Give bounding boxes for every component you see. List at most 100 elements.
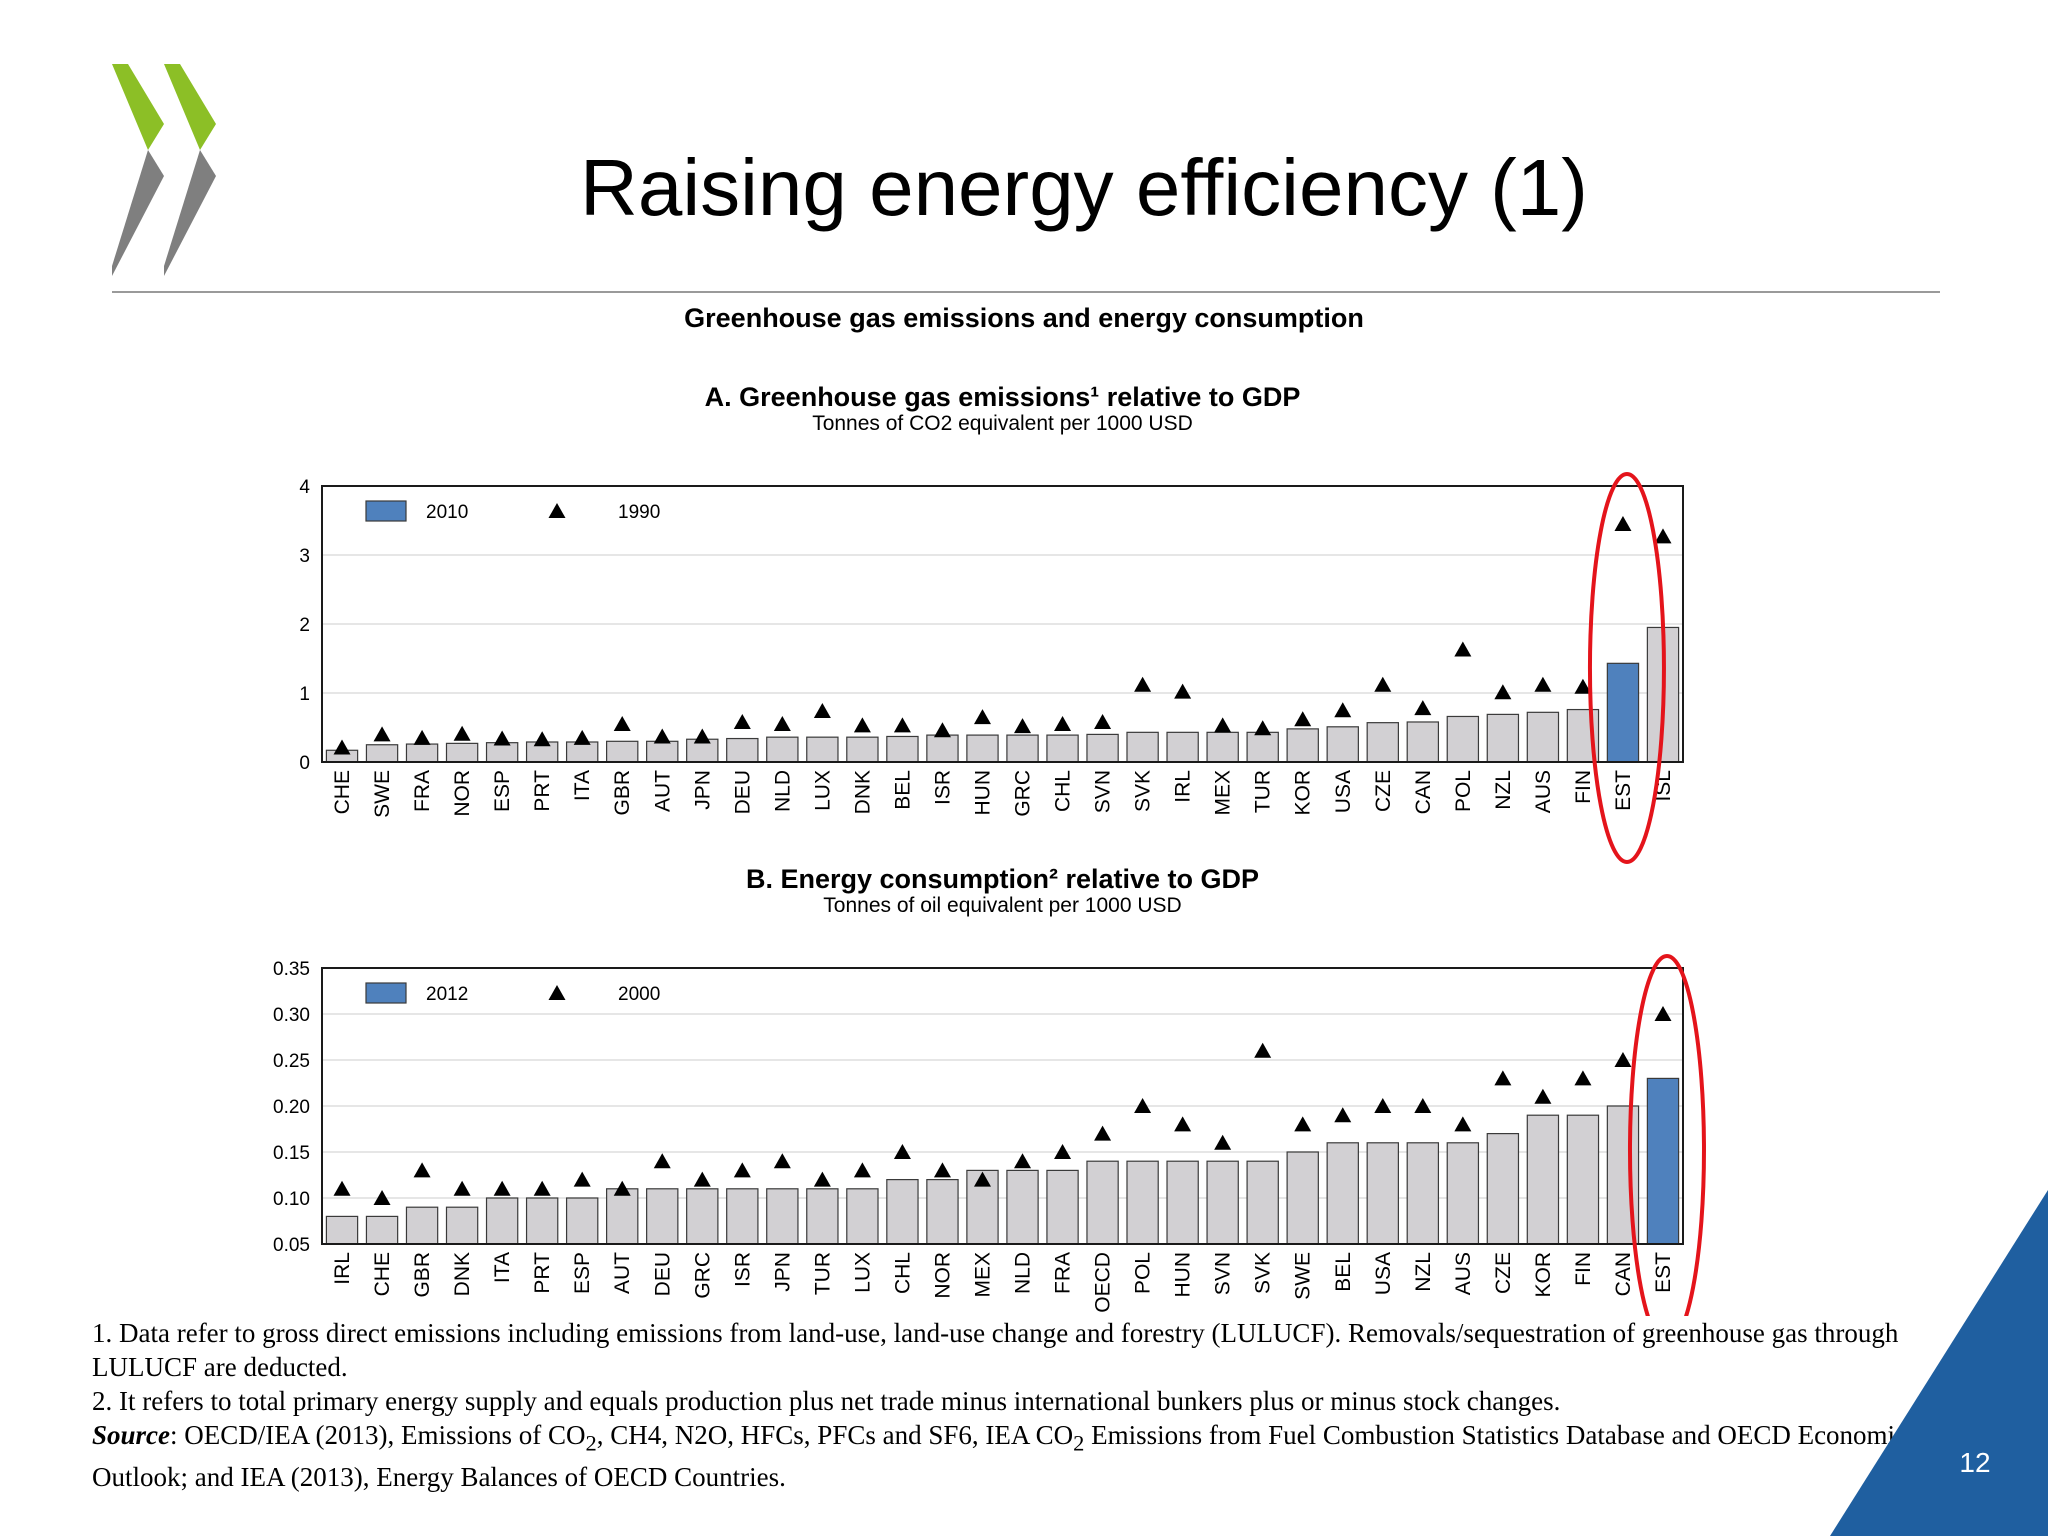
chart-b-marker-deu [653, 1153, 671, 1169]
chart-b-marker-irl [333, 1180, 351, 1196]
chart-b-marker-hun [1174, 1116, 1192, 1132]
chart-b-marker-ita [493, 1180, 511, 1196]
chart-a-xtick-label: ITA [571, 770, 594, 801]
chart-a-bar-svk [1126, 731, 1159, 763]
chart-a-marker-kor [1294, 711, 1312, 727]
chart-a-marker-can [1414, 700, 1432, 716]
chart-a-bar-nor [445, 742, 479, 763]
chart-b-marker-aut [613, 1180, 631, 1196]
chart-b-marker-fra [1054, 1144, 1072, 1159]
chart-b-bar-svk [1246, 1160, 1279, 1245]
chart-a-marker-irl [1174, 683, 1192, 699]
chart-b-bar-mex [966, 1169, 999, 1245]
chart-a-xtick-label: DEU [731, 770, 754, 814]
chart-b-ytick-label: 0.30 [273, 1005, 310, 1026]
chart-a-marker-grc [1014, 718, 1032, 734]
chart-b-xtick-label: NOR [931, 1252, 954, 1299]
chart-a-xtick-label: CZE [1372, 770, 1395, 812]
chart-b-highlight-ellipse-est [1627, 954, 1706, 1316]
source-text-1: : OECD/IEA (2013), Emissions of CO [170, 1420, 586, 1450]
chart-a-marker-chl [1054, 716, 1072, 732]
source-subscript-1: 2 [585, 1430, 597, 1456]
chart-a-xtick-label: SWE [371, 770, 394, 818]
chart-b-xtick-label: GBR [411, 1252, 434, 1298]
chart-a-xtick-label: ESP [491, 770, 514, 812]
title-divider [112, 291, 1940, 293]
chart-b-frame [321, 967, 1684, 1245]
chart-b-xtick-label: CZE [1492, 1252, 1515, 1294]
chart-a-marker-prt [533, 731, 551, 747]
chart-b-ytick-label: 0.25 [273, 1051, 310, 1072]
chart-b-legend-marker [548, 985, 566, 1000]
chart-b-ytick-label: 0.05 [273, 1235, 310, 1256]
chart-a-marker-est [1614, 515, 1632, 531]
chart-b-xtick-label: ITA [491, 1252, 514, 1283]
chart-b-bar-lux [846, 1188, 879, 1245]
chart-a-marker-lux [813, 702, 831, 718]
chart-a-marker-hun [973, 709, 991, 725]
chart-b-xtick-label: KOR [1532, 1252, 1555, 1298]
chart-a-bar-can [1406, 721, 1440, 763]
chart-a-bar-nld [766, 736, 799, 763]
footnote-1: 1. Data refer to gross direct emissions … [92, 1318, 1899, 1382]
chart-a-bar-kor [1286, 728, 1319, 763]
chart-b-bar-fin [1566, 1114, 1600, 1245]
chart-a-xtick-label: LUX [811, 770, 834, 811]
chart-a-xtick-label: CHE [331, 770, 354, 814]
chart-a-marker-jpn [693, 728, 711, 744]
chart-a-marker-gbr [613, 716, 631, 732]
chart-b-xtick-label: AUS [1452, 1252, 1475, 1295]
chart-b-bar-aus [1446, 1142, 1480, 1245]
chart-b-xtick-label: SVK [1252, 1252, 1275, 1294]
chart-a-xtick-label: CHL [1052, 770, 1075, 812]
corner-decoration [1830, 1190, 2048, 1536]
chart-b-legend-label-marker: 2000 [618, 984, 660, 1005]
chart-a-bar-cze [1366, 722, 1399, 763]
chart-b-marker-nld [1014, 1153, 1032, 1169]
chart-a-bar-usa [1326, 726, 1359, 763]
chart-b-bar-svn [1206, 1160, 1239, 1245]
chart-a-marker-aut [653, 728, 671, 744]
chart-a-xtick-label: BEL [891, 770, 914, 810]
chart-a-xtick-label: FRA [411, 770, 434, 812]
chart-b-bar-bel [1326, 1142, 1359, 1245]
chart-b-bar-che [365, 1215, 399, 1245]
chart-a-marker-usa [1334, 702, 1352, 718]
chart-b-xtick-label: BEL [1332, 1252, 1355, 1292]
chart-a-bar-aus [1526, 711, 1560, 763]
chart-a-xtick-label: ISR [931, 770, 954, 805]
source-text-3: Emissions from Fuel Combustion Statistic… [92, 1420, 1908, 1493]
chart-b-bar-jpn [766, 1188, 799, 1245]
chart-a-xtick-label: KOR [1292, 770, 1315, 816]
chart-b-bar-isr [726, 1188, 759, 1245]
chart-b-xtick-label: CAN [1612, 1252, 1635, 1296]
chart-b-marker-svk [1254, 1042, 1272, 1058]
chart-b-marker-jpn [773, 1153, 791, 1169]
chart-b-xtick-label: MEX [971, 1252, 994, 1298]
figure-title: Greenhouse gas emissions and energy cons… [684, 303, 1364, 333]
chart-b-bar-chl [886, 1178, 919, 1245]
chart-a-xtick-label: NOR [451, 770, 474, 817]
chart-a-bar-deu [726, 737, 759, 763]
chart-b-bar-aut [606, 1188, 639, 1245]
chart-b-xtick-label: HUN [1172, 1252, 1195, 1298]
chart-a-marker-mex [1214, 717, 1232, 733]
chart-b-title: B. Energy consumption² relative to GDP [746, 864, 1259, 894]
chart-b-marker-gbr [413, 1162, 431, 1178]
source-subscript-2: 2 [1073, 1430, 1085, 1456]
chart-b-marker-swe [1294, 1116, 1312, 1132]
chart-a-marker-che [333, 739, 351, 755]
chart-a-marker-swe [373, 726, 391, 742]
chart-a-xtick-label: EST [1612, 770, 1635, 811]
chart-a-marker-isl [1654, 528, 1672, 544]
chart-b-bar-dnk [445, 1206, 479, 1245]
chart-b-bar-swe [1286, 1151, 1319, 1245]
page-number: 12 [1959, 1447, 1991, 1478]
chart-a-xtick-label: USA [1332, 770, 1355, 813]
slide-title: Raising energy efficiency (1) [580, 143, 1588, 232]
chart-a-ytick-label: 1 [299, 684, 310, 705]
chart-b-bar-prt [525, 1197, 559, 1245]
chart-a-xtick-label: AUS [1532, 770, 1555, 813]
corner-triangle [1830, 1190, 2048, 1536]
logo-green-chevron-right [164, 64, 216, 150]
